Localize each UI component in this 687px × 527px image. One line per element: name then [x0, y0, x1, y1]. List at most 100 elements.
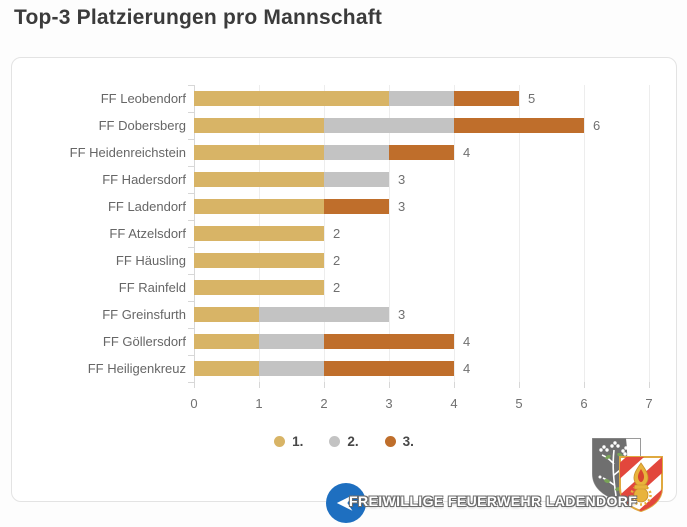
- bar-segment-rank-3[interactable]: [324, 361, 454, 376]
- x-axis-tick: [454, 382, 455, 388]
- y-axis-tick: [188, 139, 194, 140]
- bar-total-label: 4: [463, 145, 471, 160]
- municipal-coat-of-arms-logo: [592, 438, 641, 501]
- legend-item-rank-2[interactable]: 2.: [329, 434, 359, 449]
- watermark-badge: [326, 483, 366, 523]
- y-axis-tick: [188, 85, 194, 86]
- legend-item-rank-3[interactable]: 3.: [384, 434, 414, 449]
- bar-segment-rank-1[interactable]: [194, 361, 259, 376]
- category-label: FF Ladendorf: [107, 199, 186, 214]
- bar-segment-rank-2[interactable]: [324, 172, 389, 187]
- bar-segment-rank-2[interactable]: [389, 91, 454, 106]
- category-label: FF Heiligenkreuz: [87, 361, 186, 376]
- legend-label: 1.: [292, 434, 304, 449]
- x-axis-tick: [519, 382, 520, 388]
- bar-row: [194, 172, 389, 187]
- bar-total-label: 4: [463, 334, 471, 349]
- y-axis-tick: [188, 382, 194, 383]
- bar-segment-rank-1[interactable]: [194, 118, 324, 133]
- x-axis-label: 0: [190, 396, 198, 411]
- x-axis-tick: [324, 382, 325, 388]
- bar-total-label: 2: [333, 226, 341, 241]
- category-label: FF Leobendorf: [100, 91, 186, 106]
- category-label: FF Rainfeld: [118, 280, 186, 295]
- bar-segment-rank-1[interactable]: [194, 307, 259, 322]
- bar-segment-rank-2[interactable]: [259, 334, 324, 349]
- bar-row: [194, 280, 324, 295]
- bar-segment-rank-2[interactable]: [324, 145, 389, 160]
- bar-total-label: 2: [333, 253, 341, 268]
- bar-segment-rank-1[interactable]: [194, 253, 324, 268]
- category-label: FF Dobersberg: [98, 118, 186, 133]
- watermark-text: FREIWILLIGE FEUERWEHR LADENDORF: [349, 493, 638, 509]
- y-axis-tick: [188, 328, 194, 329]
- bar-segment-rank-1[interactable]: [194, 172, 324, 187]
- bar-row: [194, 253, 324, 268]
- gridline: [454, 85, 455, 382]
- bar-row: [194, 199, 389, 214]
- category-label: FF Greinsfurth: [102, 307, 186, 322]
- bar-row: [194, 334, 454, 349]
- x-axis-tick: [649, 382, 650, 388]
- x-axis-label: 2: [320, 396, 328, 411]
- plot-area: 0 1 2 3 4 5 6 7 5 6 4 3 3 2 2 2 3 4 4: [188, 85, 653, 411]
- category-label: FF Hadersdorf: [102, 172, 186, 187]
- x-axis-label: 1: [255, 396, 263, 411]
- x-axis-label: 6: [580, 396, 588, 411]
- bar-segment-rank-1[interactable]: [194, 91, 389, 106]
- bar-total-label: 6: [593, 118, 601, 133]
- chart-card: FF Leobendorf FF Dobersberg FF Heidenreich…: [11, 57, 677, 502]
- bar-row: [194, 91, 519, 106]
- bar-segment-rank-1[interactable]: [194, 199, 324, 214]
- y-axis-tick: [188, 247, 194, 248]
- page-title: Top-3 Platzierungen pro Mannschaft: [14, 6, 383, 29]
- legend-dot-icon: [384, 436, 396, 447]
- bar-segment-rank-2[interactable]: [324, 118, 454, 133]
- fire-brigade-emblem-logo: [619, 456, 663, 513]
- bar-total-label: 3: [398, 307, 406, 322]
- category-labels: FF Leobendorf FF Dobersberg FF Heidenreich…: [12, 85, 186, 382]
- y-axis-tick: [188, 166, 194, 167]
- gridline: [519, 85, 520, 382]
- y-axis-tick: [188, 220, 194, 221]
- category-label: FF Göllersdorf: [102, 334, 186, 349]
- category-label: FF Häusling: [115, 253, 186, 268]
- bar-segment-rank-1[interactable]: [194, 226, 324, 241]
- legend-label: 3.: [402, 434, 414, 449]
- gridline: [324, 85, 325, 382]
- gridline: [389, 85, 390, 382]
- x-axis-tick: [194, 382, 195, 388]
- gridline: [584, 85, 585, 382]
- gridline: [649, 85, 650, 382]
- legend-label: 2.: [347, 434, 359, 449]
- x-axis-label: 3: [385, 396, 393, 411]
- bar-segment-rank-2[interactable]: [259, 307, 389, 322]
- bar-segment-rank-3[interactable]: [454, 91, 519, 106]
- bar-segment-rank-1[interactable]: [194, 145, 324, 160]
- legend-item-rank-1[interactable]: 1.: [274, 434, 303, 449]
- x-axis-tick: [389, 382, 390, 388]
- bar-total-label: 4: [463, 361, 471, 376]
- x-axis-tick: [584, 382, 585, 388]
- y-axis-tick: [188, 274, 194, 275]
- x-axis-tick: [259, 382, 260, 388]
- bar-row: [194, 118, 584, 133]
- bar-segment-rank-1[interactable]: [194, 334, 259, 349]
- legend-dot-icon: [274, 436, 286, 447]
- bar-segment-rank-3[interactable]: [389, 145, 454, 160]
- bar-total-label: 5: [528, 91, 536, 106]
- cursor-icon: [336, 495, 353, 511]
- bar-segment-rank-3[interactable]: [324, 199, 389, 214]
- y-axis-tick: [188, 301, 194, 302]
- bar-total-label: 2: [333, 280, 341, 295]
- category-label: FF Atzelsdorf: [109, 226, 186, 241]
- bar-segment-rank-1[interactable]: [194, 280, 324, 295]
- bar-segment-rank-3[interactable]: [454, 118, 584, 133]
- bar-row: [194, 145, 454, 160]
- bar-segment-rank-2[interactable]: [259, 361, 324, 376]
- bar-row: [194, 226, 324, 241]
- bar-segment-rank-3[interactable]: [324, 334, 454, 349]
- bar-row: [194, 361, 454, 376]
- category-label: FF Heidenreichstein: [69, 145, 186, 160]
